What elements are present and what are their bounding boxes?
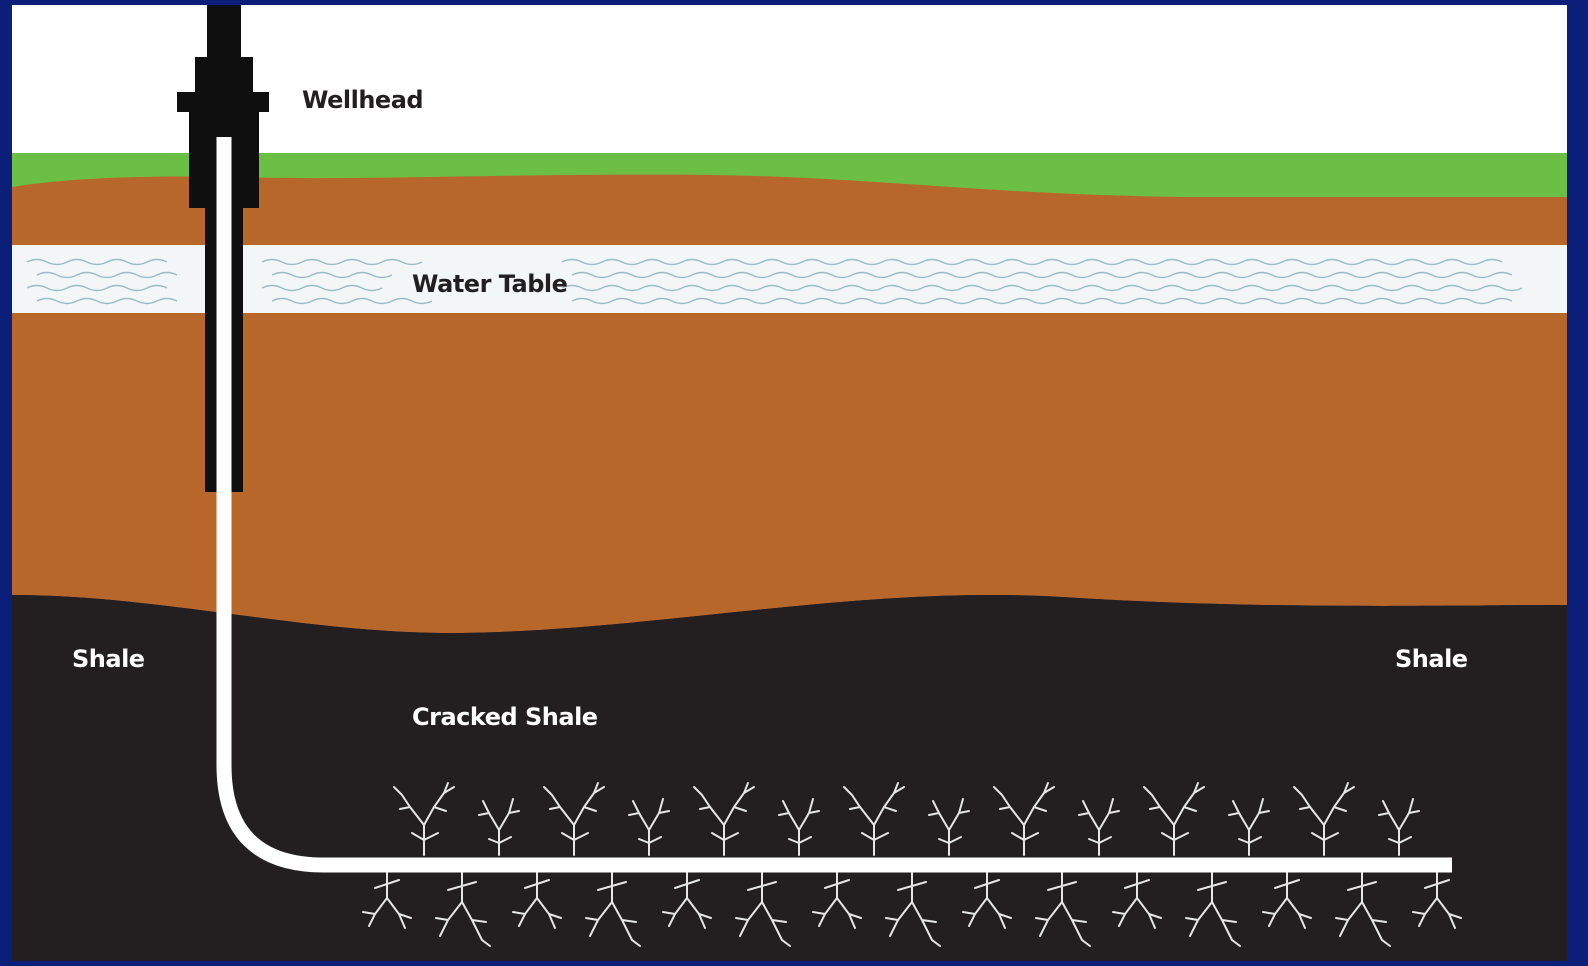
water-waves xyxy=(26,258,1523,305)
water-table-label: Water Table xyxy=(412,270,568,298)
shale-right-label: Shale xyxy=(1395,645,1468,673)
shale-left-label: Shale xyxy=(72,645,145,673)
fractures-lower xyxy=(362,869,1462,947)
wellhead-label: Wellhead xyxy=(302,86,423,114)
wellbore-pipe xyxy=(216,137,1452,873)
soil-lower xyxy=(12,313,1567,634)
grass-layer xyxy=(12,153,1567,197)
fracking-diagram: Wellhead Water Table Shale Shale Cracked… xyxy=(12,5,1567,961)
cracked-shale-label: Cracked Shale xyxy=(412,703,598,731)
water-table-band xyxy=(12,245,1567,313)
fractures-upper xyxy=(393,782,1420,856)
sky xyxy=(12,5,1567,165)
shale-layer xyxy=(12,594,1567,961)
